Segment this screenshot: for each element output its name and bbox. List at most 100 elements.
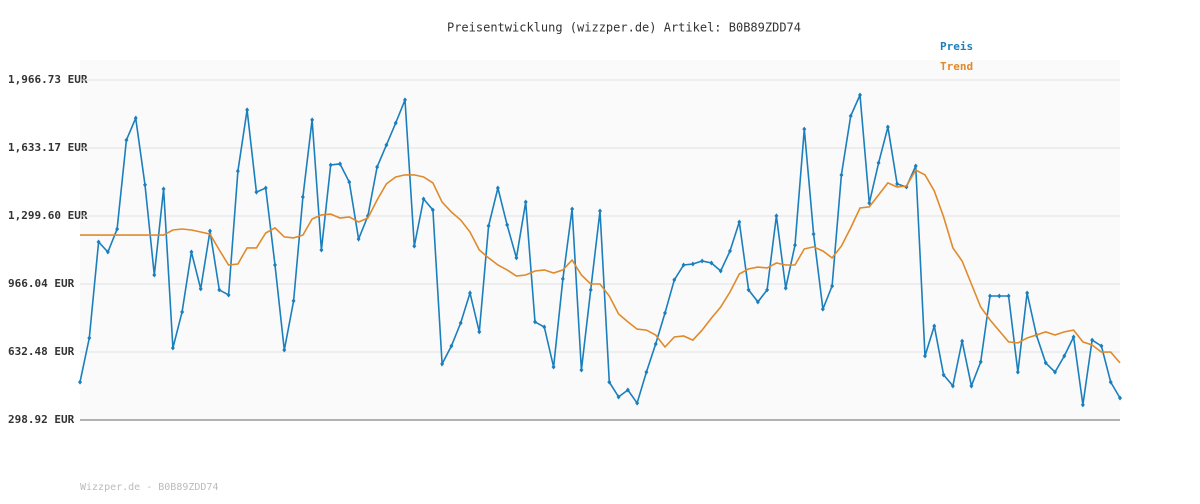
point-marker bbox=[133, 115, 138, 121]
point-marker bbox=[96, 239, 101, 245]
point-marker bbox=[421, 196, 426, 202]
point-marker bbox=[1071, 334, 1076, 340]
point-marker bbox=[988, 293, 992, 299]
point-marker bbox=[690, 261, 695, 267]
point-marker bbox=[282, 347, 287, 353]
point-marker bbox=[300, 194, 305, 200]
point-marker bbox=[403, 97, 407, 103]
point-marker bbox=[858, 92, 862, 98]
point-marker bbox=[1090, 337, 1095, 343]
point-marker bbox=[978, 359, 983, 365]
point-marker bbox=[774, 213, 779, 219]
point-marker bbox=[235, 168, 240, 174]
point-marker bbox=[1015, 369, 1020, 375]
point-marker bbox=[663, 310, 667, 316]
point-marker bbox=[709, 260, 714, 266]
point-marker bbox=[560, 276, 565, 282]
point-marker bbox=[198, 286, 203, 292]
point-marker bbox=[635, 400, 640, 406]
point-marker bbox=[1053, 369, 1057, 375]
y-tick-label: 632.48 EUR bbox=[8, 345, 75, 358]
point-marker bbox=[755, 299, 760, 305]
point-marker bbox=[124, 137, 129, 143]
point-marker bbox=[208, 228, 212, 234]
point-marker bbox=[830, 283, 835, 289]
point-marker bbox=[180, 309, 185, 315]
footer: Wizzper.de - B0B89ZDD74 bbox=[80, 482, 218, 493]
point-marker bbox=[700, 258, 705, 264]
point-marker bbox=[765, 287, 770, 293]
chart-title: Preisentwicklung (wizzper.de) Artikel: B… bbox=[447, 21, 801, 35]
point-marker bbox=[607, 379, 612, 385]
point-marker bbox=[430, 207, 435, 213]
point-marker bbox=[997, 293, 1002, 299]
point-marker bbox=[319, 247, 324, 253]
point-marker bbox=[254, 189, 259, 195]
point-marker bbox=[87, 335, 92, 341]
point-marker bbox=[393, 120, 398, 126]
point-marker bbox=[468, 290, 472, 296]
point-marker bbox=[932, 323, 937, 329]
point-marker bbox=[1006, 293, 1011, 299]
y-tick-label: 1,633.17 EUR bbox=[8, 141, 88, 154]
point-marker bbox=[514, 255, 519, 261]
point-marker bbox=[477, 329, 482, 335]
y-tick-label: 298.92 EUR bbox=[8, 413, 75, 426]
point-marker bbox=[811, 231, 816, 237]
point-marker bbox=[310, 117, 315, 123]
point-marker bbox=[226, 292, 231, 298]
point-marker bbox=[570, 206, 575, 212]
point-marker bbox=[876, 160, 881, 166]
point-marker bbox=[143, 182, 147, 188]
point-marker bbox=[579, 367, 584, 373]
point-marker bbox=[653, 341, 658, 347]
point-marker bbox=[458, 320, 463, 326]
point-marker bbox=[152, 272, 157, 278]
point-marker bbox=[551, 364, 556, 370]
point-marker bbox=[802, 126, 807, 132]
point-marker bbox=[440, 361, 445, 367]
point-marker bbox=[217, 287, 222, 293]
point-marker bbox=[170, 345, 175, 351]
point-marker bbox=[793, 242, 797, 248]
point-marker bbox=[672, 277, 677, 283]
point-marker bbox=[960, 338, 965, 344]
point-marker bbox=[746, 287, 751, 293]
point-marker bbox=[885, 124, 890, 130]
point-marker bbox=[189, 249, 194, 255]
point-marker bbox=[505, 222, 510, 228]
point-marker bbox=[783, 285, 788, 291]
point-marker bbox=[273, 262, 277, 268]
point-marker bbox=[737, 219, 742, 225]
point-marker bbox=[895, 181, 900, 187]
point-marker bbox=[588, 287, 593, 293]
point-marker bbox=[969, 383, 974, 389]
point-marker bbox=[728, 248, 732, 254]
point-marker bbox=[1118, 395, 1122, 401]
point-marker bbox=[644, 369, 649, 375]
point-marker bbox=[115, 226, 120, 232]
point-marker bbox=[1099, 343, 1104, 349]
point-marker bbox=[848, 113, 853, 119]
point-marker bbox=[1108, 379, 1113, 385]
point-marker bbox=[941, 372, 946, 378]
point-marker bbox=[161, 186, 166, 192]
point-marker bbox=[356, 236, 361, 242]
point-marker bbox=[1080, 402, 1085, 408]
point-marker bbox=[625, 387, 630, 393]
point-marker bbox=[375, 164, 380, 170]
point-marker bbox=[839, 172, 844, 178]
point-marker bbox=[78, 379, 82, 385]
point-marker bbox=[495, 185, 500, 191]
y-tick-label: 1,966.73 EUR bbox=[8, 73, 88, 86]
legend-entry: Preis bbox=[940, 40, 973, 53]
point-marker bbox=[328, 162, 333, 168]
point-marker bbox=[347, 179, 352, 185]
point-marker bbox=[291, 298, 296, 304]
point-marker bbox=[542, 324, 547, 330]
legend-entry: Trend bbox=[940, 60, 973, 73]
point-marker bbox=[950, 383, 955, 389]
point-marker bbox=[681, 262, 686, 268]
plot-area bbox=[80, 60, 1120, 420]
